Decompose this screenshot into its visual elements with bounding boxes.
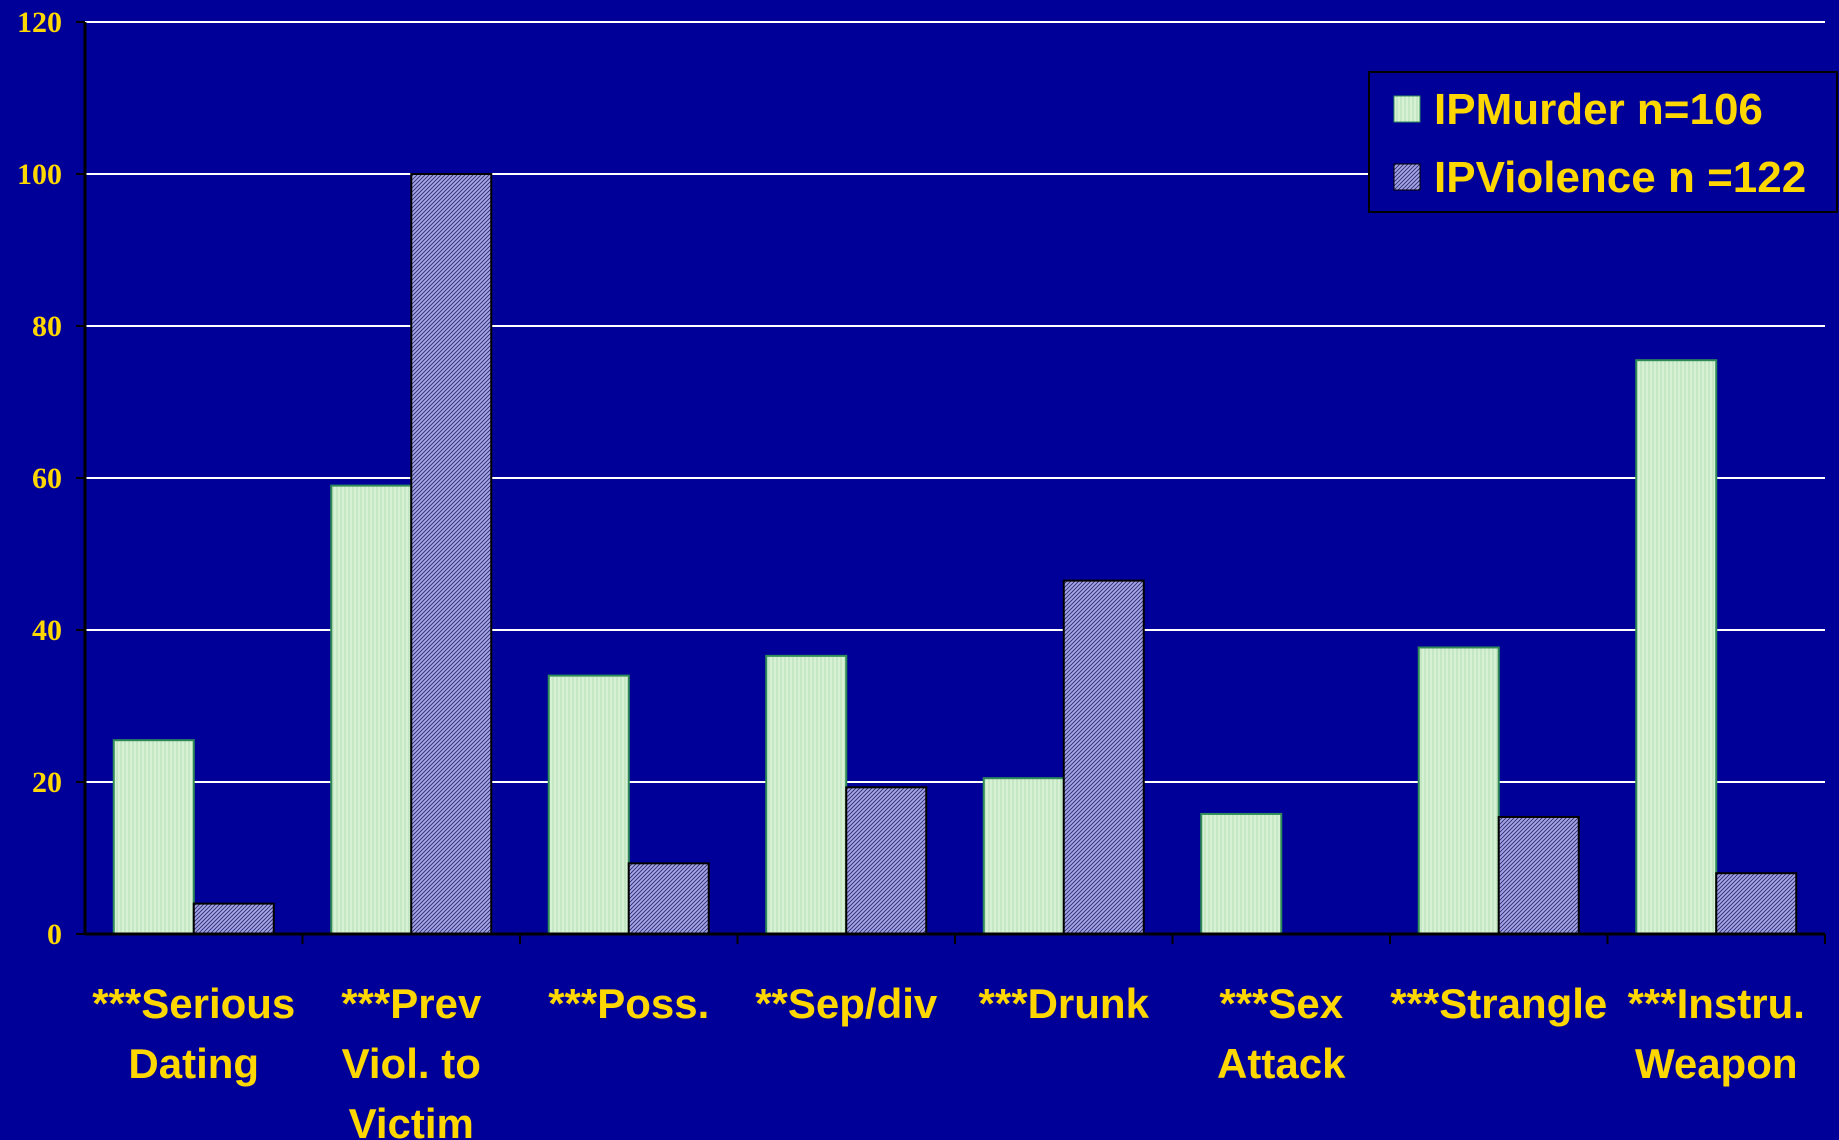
x-category-label: Dating (128, 1040, 259, 1087)
bar-ipmurder (1635, 359, 1718, 935)
bar-ipmurder (765, 654, 848, 936)
legend-swatch-violence (1393, 163, 1421, 191)
legend-swatch-murder (1393, 95, 1421, 123)
bar-ipmurder (982, 777, 1065, 936)
x-category-label: Victim (349, 1100, 474, 1140)
bar-ipviolence (627, 862, 710, 936)
axes (76, 21, 1826, 944)
x-category-label: ***Sex (1219, 980, 1343, 1027)
legend-label-violence: IPViolence n =122 (1434, 153, 1806, 202)
bar-ipmurder (1200, 812, 1283, 935)
y-tick-label: 120 (17, 6, 62, 39)
y-tick-label: 60 (32, 462, 62, 495)
bar-ipmurder (112, 739, 195, 936)
bar-ipviolence (845, 786, 928, 935)
x-category-label: ***Drunk (979, 980, 1150, 1027)
legend: IPMurder n=106 IPViolence n =122 (1368, 71, 1838, 213)
x-category-label: Weapon (1635, 1040, 1798, 1087)
bar-ipviolence (192, 902, 275, 935)
bar-ipviolence (1062, 579, 1145, 935)
x-category-labels: ***Serious Dating ***Prev Viol. to Victim ***… (92, 980, 1805, 1140)
bar-ipmurder (330, 484, 413, 935)
bar-ipviolence (1497, 815, 1580, 936)
y-tick-labels: 0 20 40 60 80 100 120 (17, 6, 62, 951)
bar-ipmurder (547, 674, 630, 935)
x-category-label: Viol. to (342, 1040, 481, 1087)
bar-ipviolence (410, 173, 493, 935)
y-tick-label: 0 (47, 918, 62, 951)
x-category-label: ***Instru. (1628, 980, 1805, 1027)
y-tick-label: 80 (32, 310, 62, 343)
y-tick-label: 40 (32, 614, 62, 647)
x-category-label: ***Prev (341, 980, 482, 1027)
x-category-label: ***Serious (92, 980, 295, 1027)
legend-label-murder: IPMurder n=106 (1434, 85, 1763, 134)
x-category-label: **Sep/div (755, 980, 938, 1027)
x-category-label: Attack (1217, 1040, 1346, 1087)
y-tick-label: 20 (32, 766, 62, 799)
bar-ipviolence (1715, 872, 1798, 936)
y-tick-label: 100 (17, 158, 62, 191)
x-category-label: ***Poss. (548, 980, 709, 1027)
x-category-label: ***Strangle (1390, 980, 1607, 1027)
bar-ipmurder (1417, 646, 1500, 935)
bars (112, 173, 1798, 936)
legend-box (1368, 71, 1838, 213)
